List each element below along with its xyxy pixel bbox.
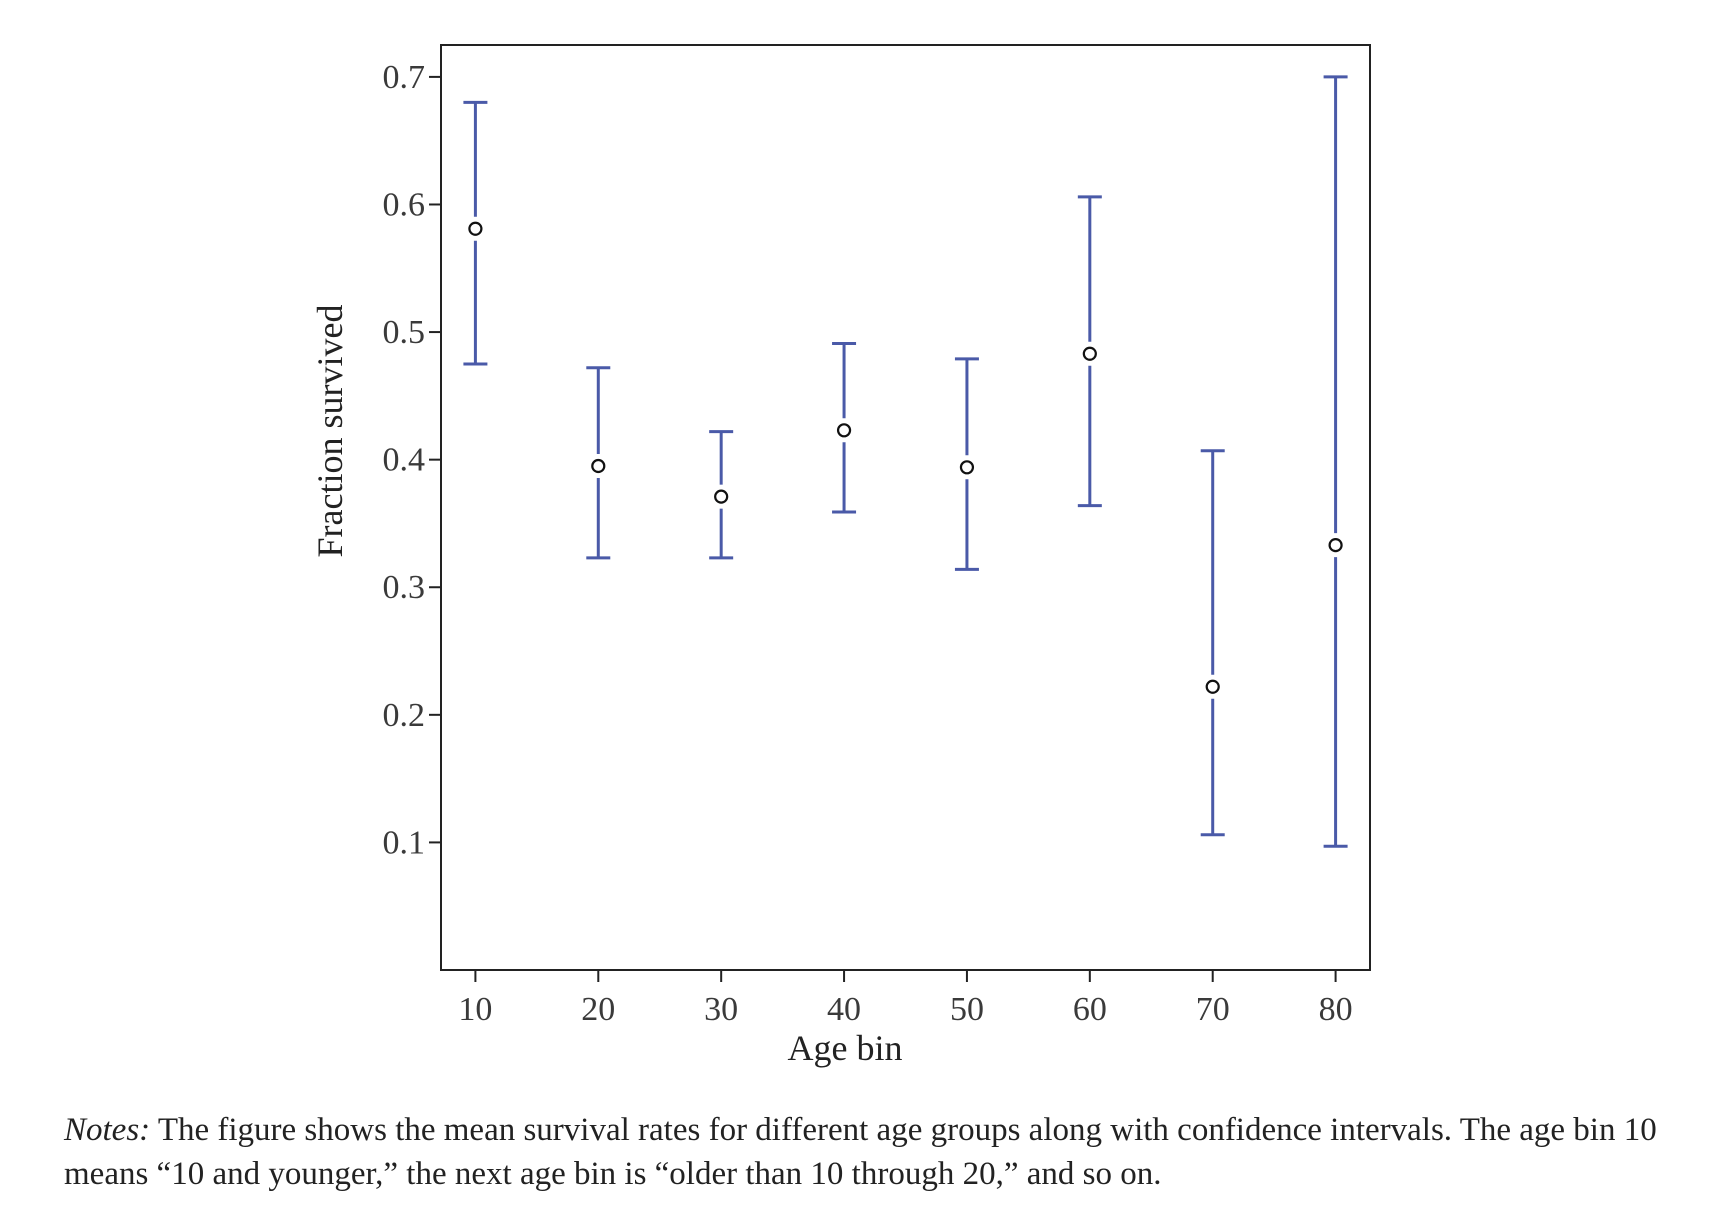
x-tick-label: 50 (950, 991, 984, 1028)
x-tick-label: 60 (1073, 991, 1107, 1028)
figure-notes: Notes: The figure shows the mean surviva… (64, 1108, 1664, 1196)
x-tick-label: 30 (704, 991, 738, 1028)
chart: 0.1 0.2 0.3 0.4 0.5 0.6 0.7 10 20 30 40 50 60 70 80 A… (310, 44, 1371, 1068)
x-axis-title: Age bin (788, 1028, 903, 1068)
error-bar-age-20 (586, 366, 611, 560)
mean-point (1082, 346, 1097, 361)
x-axis: 10 20 30 40 50 60 70 80 (458, 970, 1353, 1028)
y-axis-title: Fraction survived (310, 305, 350, 558)
error-bar-age-70 (1200, 449, 1225, 837)
x-tick-label: 40 (827, 991, 861, 1028)
y-tick-label: 0.7 (383, 59, 426, 96)
error-bar-age-40 (832, 342, 857, 514)
y-tick-label: 0.6 (383, 186, 426, 223)
mean-point (468, 221, 483, 236)
y-tick-label: 0.4 (383, 442, 426, 479)
mean-point (959, 460, 975, 475)
x-tick-label: 10 (458, 991, 492, 1028)
error-bar-age-60 (1077, 195, 1102, 508)
error-bars (463, 75, 1348, 848)
x-tick-label: 70 (1196, 991, 1230, 1028)
y-axis: 0.1 0.2 0.3 0.4 0.5 0.6 0.7 (383, 59, 441, 861)
x-tick-label: 80 (1319, 991, 1353, 1028)
x-tick-label: 20 (581, 991, 615, 1028)
plot-frame (440, 44, 1371, 971)
notes-text: The figure shows the mean survival rates… (64, 1112, 1657, 1192)
y-tick-label: 0.5 (383, 314, 426, 351)
error-bar-age-80 (1323, 75, 1348, 848)
mean-point (1328, 538, 1343, 553)
y-tick-label: 0.3 (383, 569, 426, 606)
mean-point (591, 458, 606, 474)
error-bar-age-30 (709, 430, 734, 560)
mean-point (836, 423, 852, 438)
mean-point (1205, 679, 1220, 694)
mean-point (714, 489, 729, 504)
y-tick-label: 0.1 (383, 824, 426, 861)
error-bar-age-10 (463, 100, 488, 366)
notes-label: Notes: (64, 1112, 151, 1148)
error-bar-age-50 (954, 357, 979, 571)
y-tick-label: 0.2 (383, 697, 426, 734)
